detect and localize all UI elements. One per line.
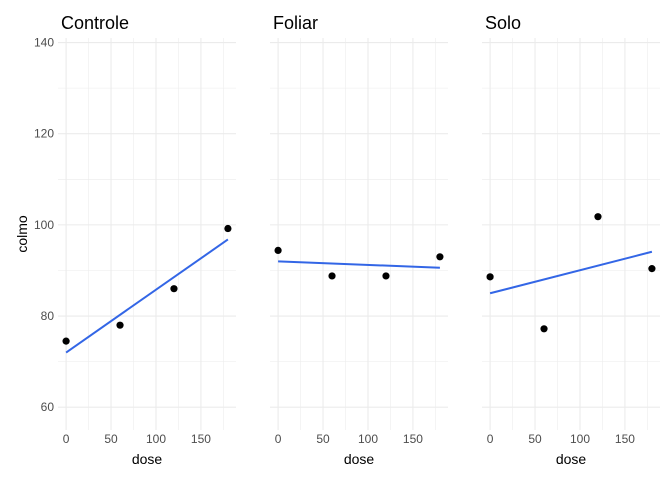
y-tick-label: 100 <box>34 218 54 232</box>
panel-solo: Solo 0 50 100 150 dose <box>482 13 660 467</box>
y-tick-label: 60 <box>41 400 55 414</box>
x-tick-label: 0 <box>275 432 282 446</box>
x-tick-label: 150 <box>615 432 635 446</box>
fit-line <box>65 238 229 354</box>
fit-line <box>278 260 440 269</box>
x-tick-label: 150 <box>403 432 423 446</box>
data-point <box>648 265 656 273</box>
data-point <box>382 272 390 280</box>
x-tick-label: 100 <box>570 432 590 446</box>
x-tick-label: 50 <box>528 432 542 446</box>
x-tick-label: 150 <box>191 432 211 446</box>
panel-controle: Controle 0 50 100 150 dose <box>58 13 236 467</box>
x-tick-label: 0 <box>487 432 494 446</box>
y-tick-label: 120 <box>34 127 54 141</box>
x-tick-label: 100 <box>146 432 166 446</box>
data-point <box>540 325 548 333</box>
x-tick-label: 50 <box>316 432 330 446</box>
panel-title: Solo <box>485 13 521 33</box>
data-point <box>436 253 444 261</box>
x-axis-title: dose <box>344 451 375 467</box>
data-point <box>486 273 494 281</box>
y-tick-label: 140 <box>34 36 54 50</box>
panel-title: Foliar <box>273 13 318 33</box>
data-point <box>62 337 70 345</box>
x-tick-label: 50 <box>104 432 118 446</box>
data-point <box>328 272 336 280</box>
y-axis-title: colmo <box>14 215 30 253</box>
data-point <box>594 213 602 221</box>
y-tick-label: 80 <box>41 309 55 323</box>
x-tick-label: 0 <box>63 432 70 446</box>
x-axis-title: dose <box>132 451 163 467</box>
data-point <box>170 285 178 293</box>
x-tick-label: 100 <box>358 432 378 446</box>
panel-title: Controle <box>61 13 129 33</box>
data-point <box>116 321 124 329</box>
panel-foliar: Foliar 0 50 100 150 dose <box>270 13 448 467</box>
data-point <box>224 224 232 233</box>
data-point <box>274 246 282 255</box>
x-axis-title: dose <box>556 451 587 467</box>
fit-line <box>489 250 653 295</box>
